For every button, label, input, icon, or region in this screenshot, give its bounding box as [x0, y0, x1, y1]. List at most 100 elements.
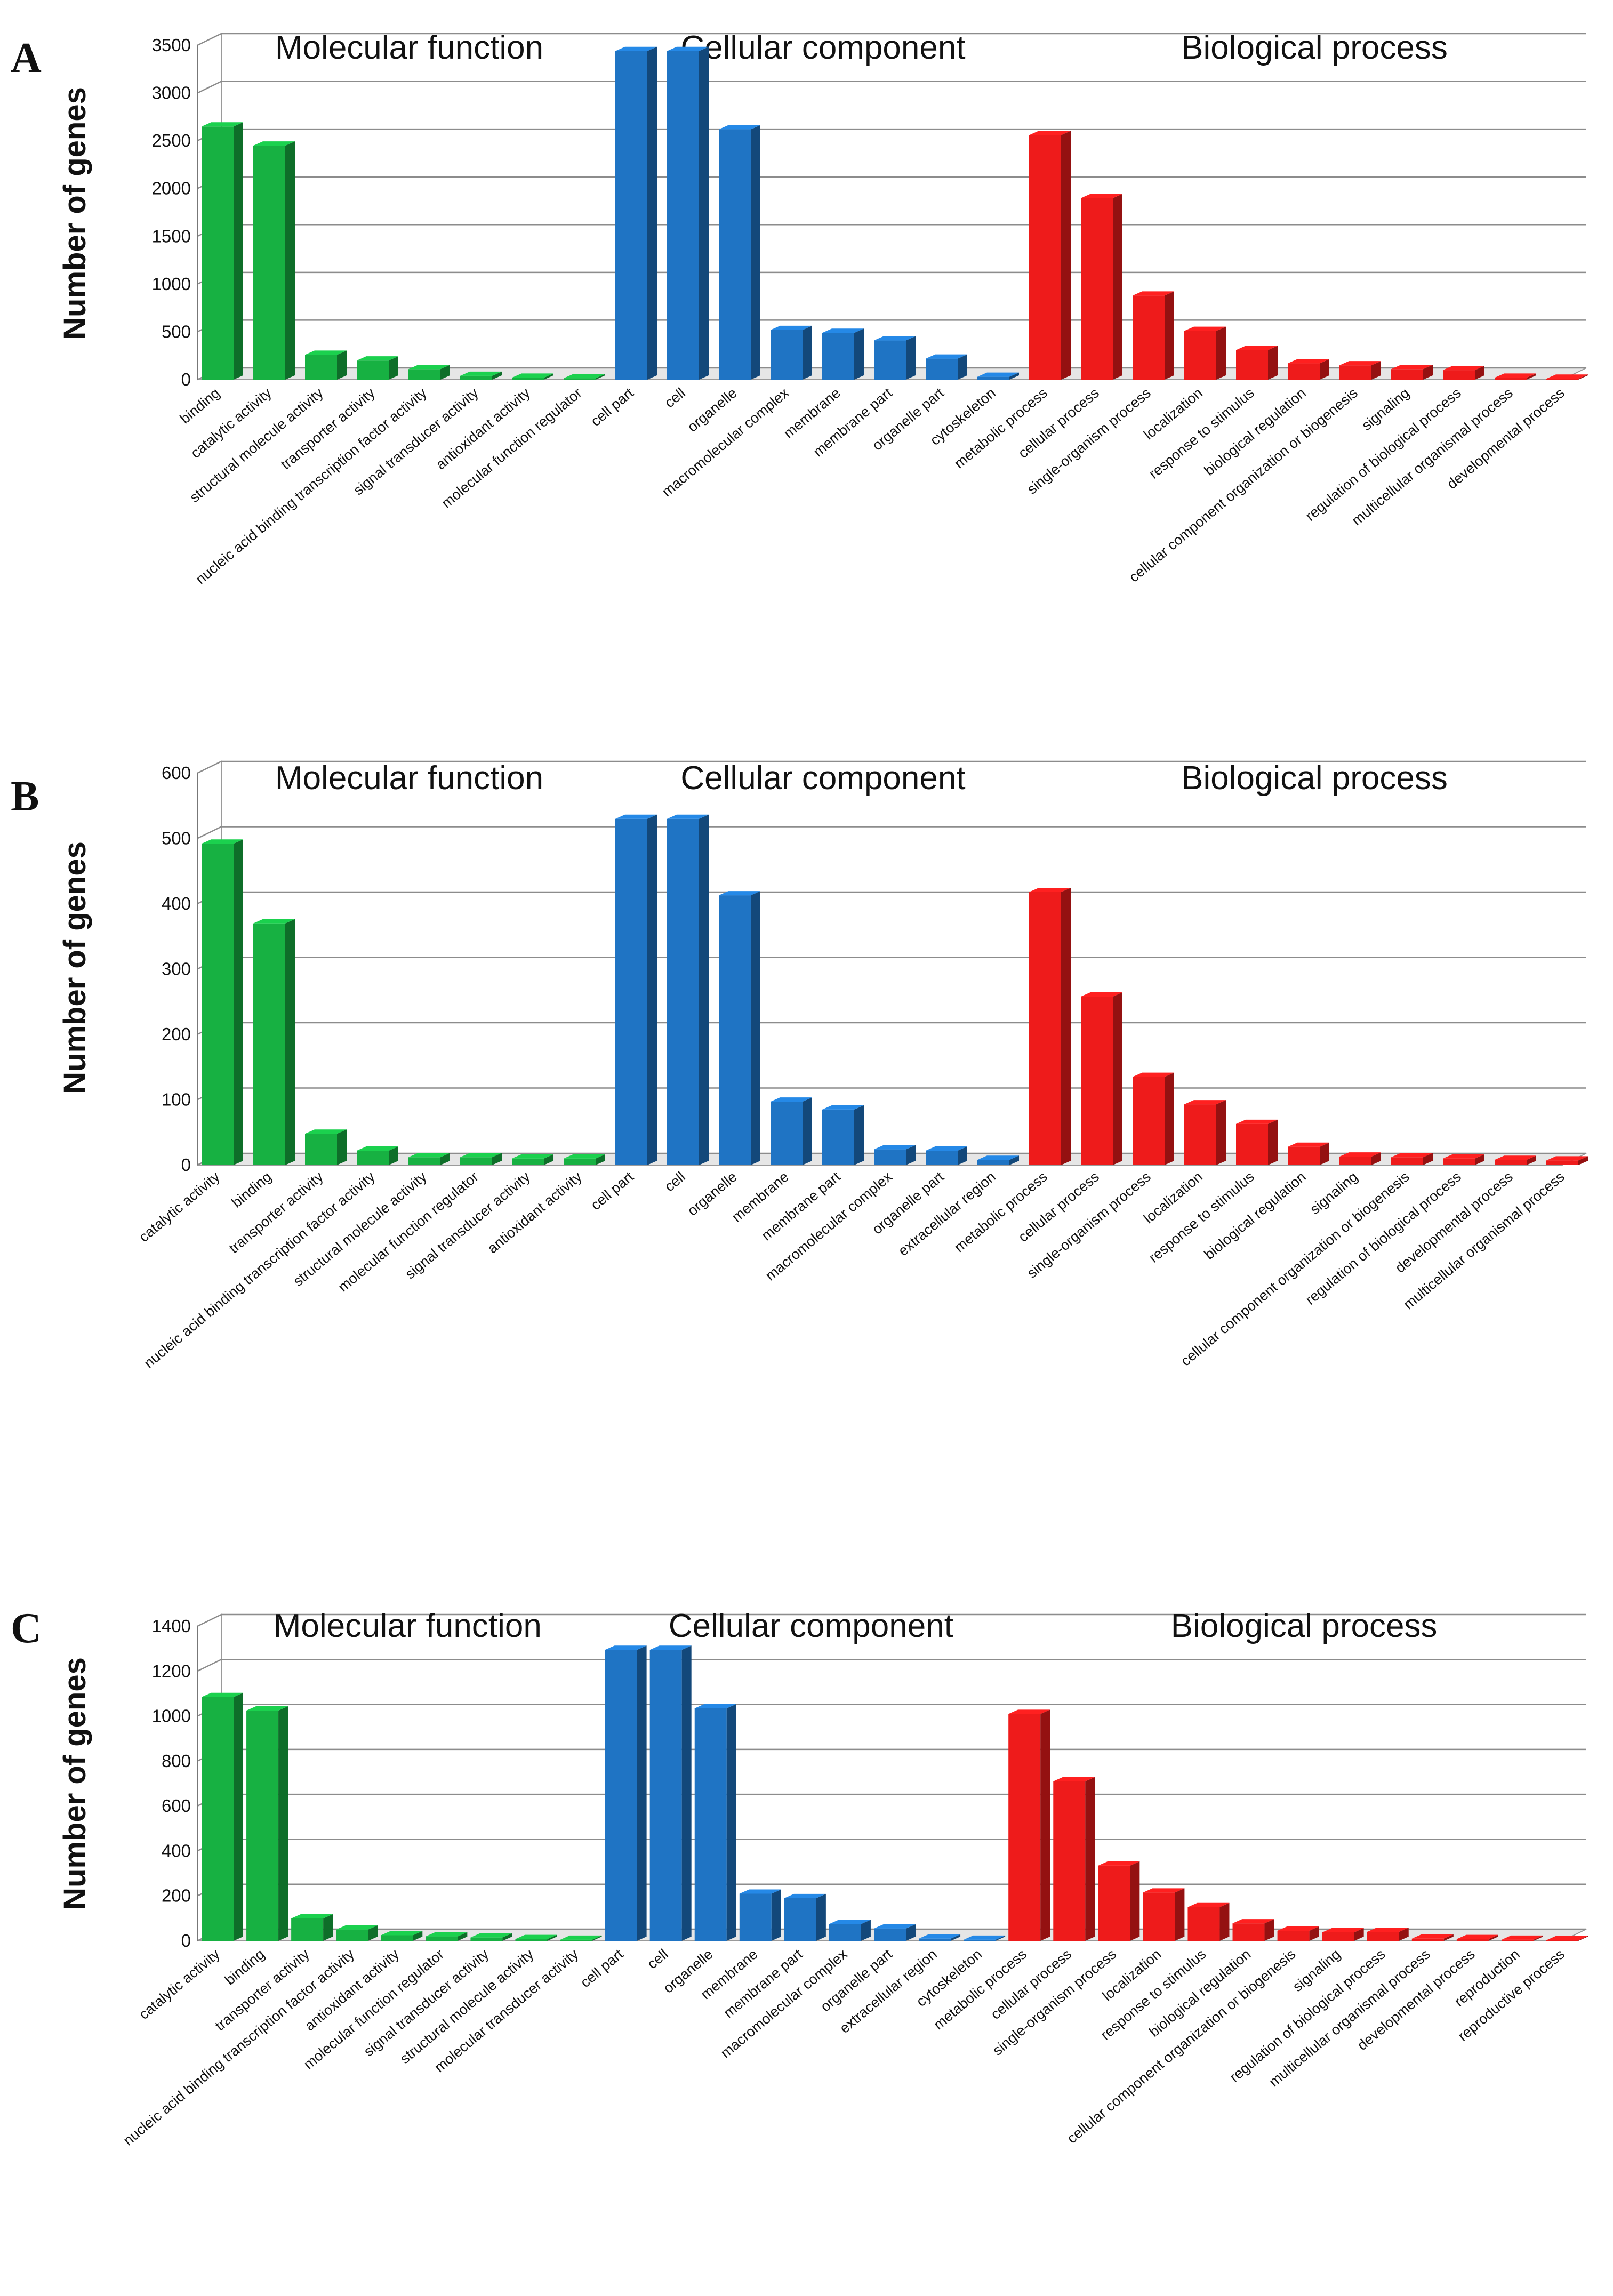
bar-front	[564, 1158, 596, 1165]
bar-macromolecular-complex	[874, 1145, 916, 1165]
bar-membrane	[739, 1889, 781, 1941]
bar-side	[1085, 1777, 1095, 1941]
bar-side	[699, 814, 709, 1165]
bar-front	[460, 1157, 492, 1165]
bar-front	[1236, 350, 1268, 380]
bar-side	[1264, 1919, 1274, 1941]
bar-side	[647, 814, 657, 1165]
bar-front	[1322, 1932, 1354, 1941]
category-label: metabolic process	[951, 1169, 1050, 1256]
bar-front	[1098, 1865, 1130, 1941]
y-tick-label: 2000	[152, 179, 191, 198]
gridline	[197, 319, 1586, 333]
bar-multicellular-organismal-process	[1411, 1934, 1454, 1941]
bar-front	[1232, 1923, 1265, 1941]
bar-front	[253, 923, 285, 1165]
bar-side	[751, 891, 760, 1165]
bar-side	[285, 141, 295, 380]
gridline	[197, 826, 1586, 839]
bar-top	[357, 356, 398, 361]
bar-side	[1533, 1935, 1543, 1941]
bar-top	[426, 1932, 468, 1937]
y-tick-label: 3000	[152, 83, 191, 103]
bar-side	[547, 1934, 557, 1941]
bar-front	[1339, 365, 1371, 380]
bar-signaling	[1322, 1928, 1364, 1941]
bar-front	[977, 1160, 1009, 1165]
gridline	[197, 33, 1586, 46]
bar-membrane-part	[784, 1893, 826, 1941]
gridline	[197, 1613, 1586, 1627]
bar-side	[1165, 1072, 1174, 1165]
bar-top	[202, 839, 243, 844]
bar-front	[357, 360, 389, 380]
bar-side	[389, 1146, 398, 1165]
category-label: cell part	[577, 1946, 627, 1990]
bar-side	[1320, 359, 1329, 380]
bar-front	[615, 51, 647, 380]
bar-side	[1371, 1152, 1381, 1165]
bar-front	[515, 1939, 548, 1941]
bar-structural-molecule-activity	[305, 350, 347, 380]
bar-side	[234, 839, 243, 1165]
y-tick-label: 500	[162, 829, 191, 848]
bar-response-to-stimulus	[1236, 1119, 1278, 1165]
bar-top	[1133, 1072, 1174, 1077]
bar-signaling	[1391, 365, 1433, 380]
bar-side	[906, 1145, 916, 1165]
bar-top	[1411, 1934, 1454, 1939]
bar-top	[771, 1097, 812, 1102]
bar-top	[1443, 1154, 1484, 1159]
bar-side	[1371, 361, 1381, 380]
bar-side	[803, 1097, 812, 1165]
bar-multicellular-organismal-process	[1546, 1156, 1588, 1165]
bar-cellular-component-organization-or-biogenesis	[1391, 1153, 1433, 1165]
bar-binding	[253, 919, 295, 1165]
group-title-cellular-component: Cellular component	[669, 1608, 953, 1644]
bar-top	[470, 1933, 512, 1938]
group-title-molecular-function: Molecular function	[274, 1608, 542, 1644]
bar-side	[502, 1933, 512, 1941]
bar-top	[1184, 1100, 1226, 1105]
bar-top	[1443, 366, 1484, 371]
bar-top	[1133, 291, 1174, 296]
gridline	[197, 1087, 1586, 1101]
bar-reproduction	[1501, 1935, 1543, 1941]
category-label: membrane part	[720, 1946, 806, 2021]
bar-side	[1309, 1926, 1319, 1941]
bar-side	[958, 1146, 967, 1165]
bar-front	[1081, 996, 1113, 1165]
bar-front	[1143, 1892, 1175, 1941]
bar-cellular-process	[1081, 992, 1122, 1165]
bar-top	[1495, 1155, 1536, 1160]
y-tick-label: 1400	[152, 1616, 191, 1636]
bar-top	[253, 919, 295, 924]
bar-metabolic-process	[1008, 1709, 1050, 1941]
bar-top	[1501, 1935, 1543, 1940]
category-label: multicellular organismal process	[1266, 1946, 1433, 2090]
bar-front	[336, 1929, 368, 1941]
y-axis-title: Number of genes	[58, 841, 92, 1094]
bar-localization	[1184, 326, 1226, 380]
bar-catalytic-activity	[253, 141, 295, 380]
bar-top	[246, 1706, 288, 1711]
bar-top	[202, 122, 243, 127]
bar-side	[1268, 1119, 1278, 1165]
bar-top	[1546, 1936, 1588, 1940]
bar-top	[1098, 1861, 1140, 1866]
bar-top	[408, 365, 450, 370]
bar-front	[560, 1939, 592, 1941]
bar-binding	[202, 122, 243, 380]
bar-side	[1061, 887, 1071, 1165]
bar-side	[234, 122, 243, 380]
bar-top	[1232, 1919, 1274, 1924]
gridline	[197, 1022, 1586, 1035]
bar-front	[1133, 295, 1165, 380]
bar-front	[253, 146, 285, 380]
bar-front	[1367, 1932, 1399, 1941]
bar-front	[1277, 1931, 1310, 1941]
category-label: catalytic activity	[136, 1168, 223, 1245]
bar-front	[771, 1102, 803, 1165]
bar-front	[305, 1134, 337, 1165]
bar-side	[1354, 1928, 1364, 1941]
